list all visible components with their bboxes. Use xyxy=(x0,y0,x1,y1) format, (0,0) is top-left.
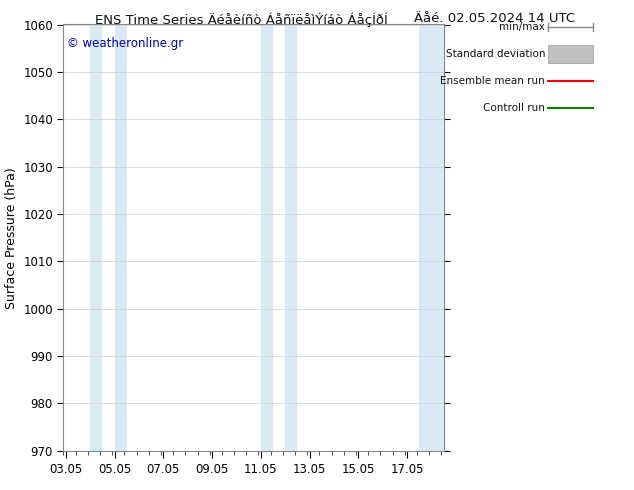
Text: Standard deviation: Standard deviation xyxy=(446,49,545,59)
Text: min/max: min/max xyxy=(500,22,545,32)
Bar xyxy=(115,24,127,451)
Text: ENS Time Series Äéåèíñò ÁåñïëåìÝíáò ÁåçÍðÍ: ENS Time Series Äéåèíñò ÁåñïëåìÝíáò ÁåçÍ… xyxy=(94,12,387,27)
Bar xyxy=(285,24,297,451)
Bar xyxy=(261,24,273,451)
Text: Controll run: Controll run xyxy=(483,103,545,113)
Text: Äåé. 02.05.2024 14 UTC: Äåé. 02.05.2024 14 UTC xyxy=(414,12,575,25)
Y-axis label: Surface Pressure (hPa): Surface Pressure (hPa) xyxy=(4,167,18,309)
Text: Ensemble mean run: Ensemble mean run xyxy=(441,76,545,86)
Bar xyxy=(90,24,103,451)
Text: © weatheronline.gr: © weatheronline.gr xyxy=(67,37,183,50)
Bar xyxy=(420,24,444,451)
